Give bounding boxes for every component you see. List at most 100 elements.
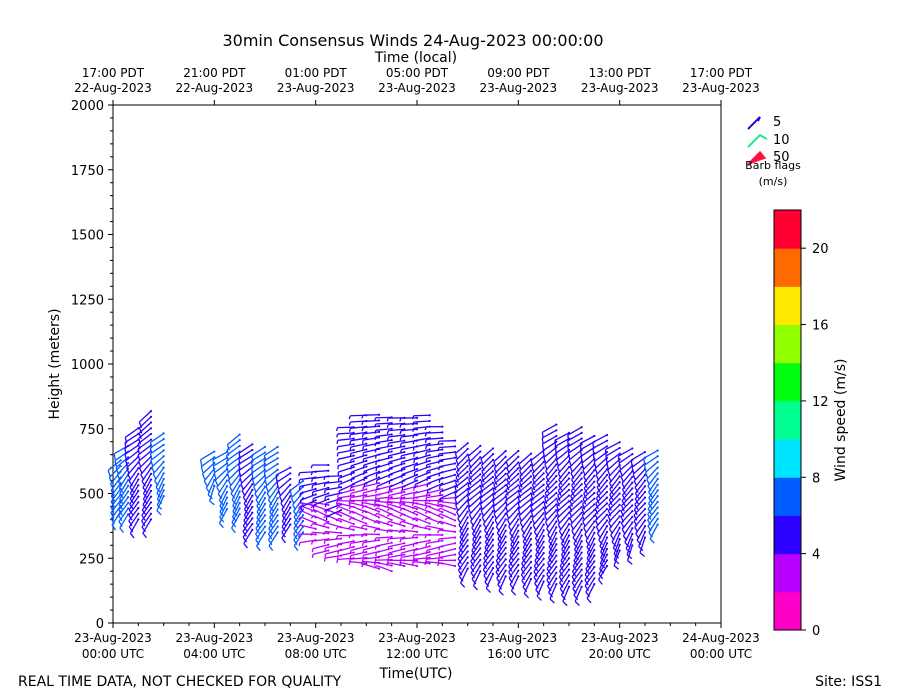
wind-barb-flag [493, 467, 498, 474]
wind-barb-point [137, 495, 140, 498]
wind-barb-flag [125, 460, 129, 467]
wind-barb-point [453, 536, 457, 539]
wind-barb-point [631, 487, 634, 490]
wind-barb-point [162, 443, 165, 446]
wind-barb-point [127, 496, 130, 499]
wind-barb-point [403, 530, 406, 533]
wind-barb-point [656, 517, 659, 520]
wind-barb-point [327, 463, 330, 467]
wind-barb-flag [138, 421, 143, 428]
wind-barb-flag [471, 578, 477, 585]
wind-barb-flag [467, 507, 472, 514]
wind-barb-point [479, 570, 482, 573]
quality-note: REAL TIME DATA, NOT CHECKED FOR QUALITY [18, 674, 342, 690]
wind-barb-point [643, 485, 647, 488]
wind-barb-point [618, 526, 621, 529]
wind-barb-flag [517, 502, 521, 510]
wind-barb-flag [595, 520, 599, 527]
wind-barb-point [555, 434, 558, 438]
wind-barb-flag [598, 579, 603, 585]
wind-barb-flag [336, 452, 339, 457]
wind-barb-shaft [300, 488, 316, 494]
wind-barb-flag [323, 483, 326, 487]
wind-barb-flag [594, 513, 599, 521]
wind-barb-flag [592, 454, 596, 461]
wind-barb-point [529, 543, 533, 546]
wind-barb-shaft [376, 565, 392, 572]
wind-barb-flag [293, 516, 299, 523]
wind-barb-point [517, 569, 520, 572]
wind-barb-point [415, 428, 419, 431]
wind-barb-flag [574, 600, 580, 607]
wind-barb-point [377, 521, 381, 525]
x-tick-date: 23-Aug-2023 [277, 631, 355, 645]
wind-barb-point [580, 477, 583, 480]
wind-barb-point [301, 531, 305, 534]
wind-barb-flag [335, 427, 339, 432]
wind-barb-flag [457, 563, 462, 570]
wind-barb-shaft [277, 478, 291, 490]
wind-barb-flag [399, 538, 402, 543]
wind-barb-flag [298, 510, 302, 514]
wind-barb-point [314, 527, 317, 530]
wind-barb-flag [498, 590, 504, 596]
wind-barb-point [567, 551, 571, 554]
wind-barb-shaft [532, 512, 545, 526]
wind-barb-flag [647, 519, 652, 526]
wind-barb-point [504, 552, 507, 555]
wind-barb-flag [323, 557, 326, 562]
wind-barb-shaft [388, 562, 405, 567]
wind-barb-flag [460, 582, 466, 588]
wind-barb-flag [386, 520, 390, 525]
wind-barb-point [542, 574, 545, 577]
wind-barb-flag [496, 532, 502, 539]
wind-barb-shaft [324, 475, 342, 478]
wind-barb-flag [263, 455, 267, 462]
wind-barb-point [580, 568, 583, 571]
wind-barb-shaft [598, 559, 608, 575]
wind-barb-point [403, 433, 406, 437]
wind-barb-point [567, 522, 571, 526]
wind-barb-flag [573, 560, 579, 566]
wind-barb-flag [586, 563, 591, 569]
wind-barb-point [428, 476, 431, 480]
wind-barb-point [580, 557, 583, 560]
wind-barb-flag [455, 459, 460, 466]
wind-barb-point [580, 505, 583, 509]
wind-barb-flag [585, 540, 591, 546]
wind-barb-shaft [583, 515, 595, 529]
wind-barb-shaft [337, 437, 354, 441]
wind-barb-point [403, 445, 406, 448]
wind-barb-flag [468, 462, 472, 469]
wind-barb-shaft [485, 573, 494, 589]
wind-barb-flag [572, 588, 577, 594]
wind-barb-shaft [263, 446, 279, 457]
wind-barb-shaft [401, 491, 418, 497]
x-tick-date: 23-Aug-2023 [378, 631, 456, 645]
wind-barb-shaft [214, 468, 228, 481]
wind-barb-flag [613, 553, 620, 559]
wind-barb-flag [546, 528, 551, 534]
top-tick-time: 01:00 PDT [285, 66, 348, 80]
wind-barb-flag [547, 557, 553, 564]
wind-barb-point [605, 559, 609, 562]
wind-barb-flag [520, 568, 526, 575]
wind-barb-flag [386, 430, 390, 435]
wind-barb-flag [399, 503, 403, 508]
wind-barb-flag [424, 445, 428, 450]
wind-barb-flag [560, 543, 566, 549]
wind-barb-shaft [632, 462, 646, 475]
wind-barb-point [466, 521, 469, 525]
wind-barb-flag [111, 524, 117, 531]
wind-barb-point [491, 481, 495, 484]
wind-barb-shaft [507, 507, 519, 521]
wind-barb-flag [243, 514, 249, 521]
wind-barb-point [238, 496, 241, 499]
wind-barb-point [377, 499, 381, 502]
wind-barb-point [453, 445, 457, 448]
wind-barb-flag [458, 547, 464, 554]
wind-barb-shaft [276, 472, 291, 483]
wind-barb-point [466, 470, 469, 473]
wind-barb-flag [493, 461, 497, 468]
wind-barb-point [517, 546, 520, 549]
